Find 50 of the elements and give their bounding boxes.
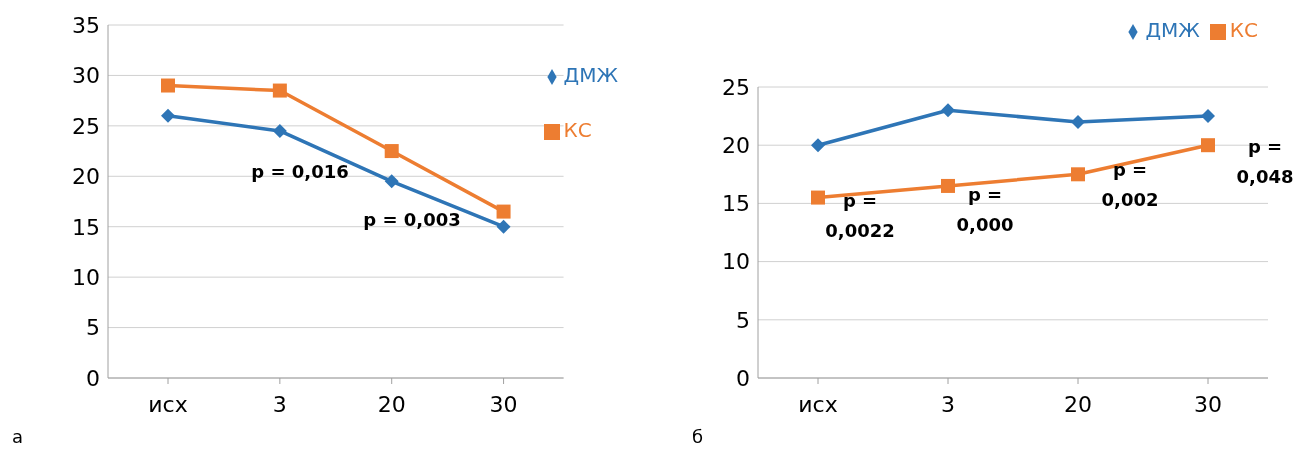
point [941, 103, 955, 118]
y-tick-label: 10 [72, 264, 100, 290]
x-tick-label: 3 [272, 391, 287, 417]
legend-label: ДМЖ [1145, 18, 1200, 42]
y-tick-label: 20 [722, 133, 750, 159]
point [811, 138, 825, 153]
point [941, 178, 955, 193]
annotation: p = 0,016 [251, 160, 349, 184]
x-tick-label: 30 [489, 391, 518, 417]
x-tick-label: 20 [1064, 391, 1092, 417]
annotation: p = 0,000 [956, 183, 1014, 237]
y-tick-label: 0 [86, 365, 100, 391]
x-tick-label: 30 [1194, 391, 1222, 417]
y-tick-label: 5 [736, 307, 750, 333]
y-tick-label: 5 [86, 315, 100, 341]
x-tick-label: 20 [377, 391, 406, 417]
y-tick-label: 0 [736, 365, 750, 391]
y-tick-label: 15 [722, 191, 750, 217]
annotation: p = 0,0022 [825, 189, 895, 243]
text: б [692, 425, 704, 449]
point [1071, 114, 1085, 129]
point [1201, 109, 1215, 124]
y-tick-label: 25 [72, 113, 100, 139]
point [1201, 138, 1215, 153]
legend-label: ДМЖ [563, 63, 618, 87]
point [272, 83, 287, 98]
legend-label: КС [1229, 18, 1258, 42]
y-tick-label: 35 [72, 12, 100, 38]
x-tick-label: 3 [941, 391, 955, 417]
legend-label: КС [563, 118, 592, 142]
annotation: p = 0,002 [1101, 158, 1159, 212]
y-tick-label: 10 [722, 249, 750, 275]
x-tick-label: исх [798, 391, 838, 417]
point [161, 78, 175, 93]
point [384, 174, 399, 189]
point [1071, 167, 1085, 182]
y-tick-label: 25 [722, 74, 750, 100]
x-tick-label: исх [148, 391, 188, 417]
annotation: p = 0,003 [363, 208, 461, 232]
point [161, 108, 175, 123]
y-tick-label: 15 [72, 214, 100, 240]
point [384, 144, 399, 159]
y-tick-label: 20 [72, 164, 100, 190]
point [496, 219, 511, 234]
text: а [12, 425, 24, 449]
point [811, 190, 825, 205]
annotation: p = 0,048 [1236, 135, 1294, 189]
point [272, 123, 287, 138]
y-tick-label: 30 [72, 63, 100, 89]
point [496, 204, 511, 219]
